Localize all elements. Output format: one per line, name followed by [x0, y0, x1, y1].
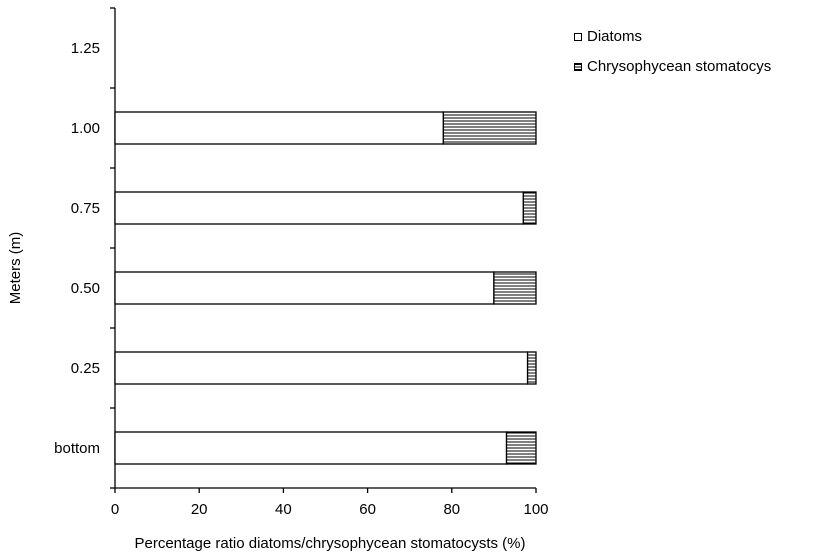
y-category-label: 0.50: [71, 280, 100, 297]
legend-label-chrysophycean: Chrysophycean stomatocys: [587, 58, 772, 75]
legend-swatch-chrysophycean: [574, 63, 582, 71]
x-tick-label: 100: [523, 501, 548, 518]
x-tick-label: 40: [275, 501, 292, 518]
x-tick-label: 20: [191, 501, 208, 518]
y-category-label: 0.25: [71, 360, 100, 377]
y-category-label: 1.25: [71, 40, 100, 57]
x-tick-label: 80: [443, 501, 460, 518]
x-axis-title: Percentage ratio diatoms/chrysophycean s…: [134, 535, 525, 552]
x-tick-label: 0: [111, 501, 119, 518]
bar-chrysophycean: [493, 271, 537, 305]
y-axis-title: Meters (m): [7, 232, 24, 305]
bar-diatoms: [114, 431, 508, 465]
bar-chrysophycean: [526, 351, 537, 385]
bar-chrysophycean: [505, 431, 537, 465]
bar-diatoms: [114, 271, 495, 305]
legend-swatch-diatoms: [574, 33, 582, 41]
bar-chrysophycean: [522, 191, 537, 225]
bar-diatoms: [114, 191, 525, 225]
bar-diatoms: [114, 351, 529, 385]
x-tick-label: 60: [359, 501, 376, 518]
bar-diatoms: [114, 111, 445, 145]
y-category-label: 0.75: [71, 200, 100, 217]
y-category-label: bottom: [54, 440, 100, 457]
y-category-label: 1.00: [71, 120, 100, 137]
bar-chrysophycean: [442, 111, 537, 145]
legend-label-diatoms: Diatoms: [587, 28, 643, 45]
